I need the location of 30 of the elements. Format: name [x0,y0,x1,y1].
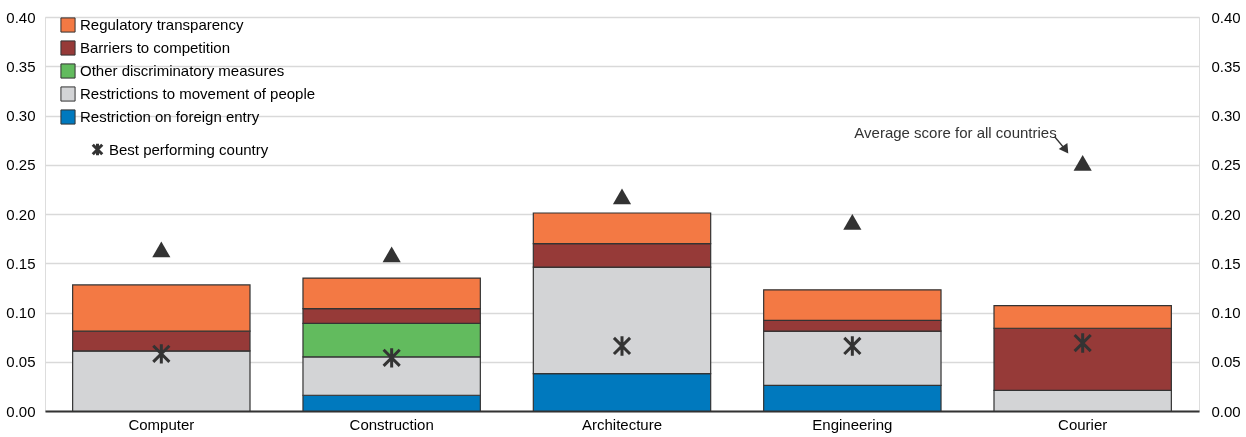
y2-tick-label: 0.30 [1211,107,1241,124]
y-tick-label: 0.00 [6,402,36,420]
legend-label: Other discriminatory measures [80,62,285,79]
y2-tick-label: 0.00 [1211,402,1241,420]
x-tick-label: Engineering [812,415,893,433]
x-tick-label: Courier [1058,415,1108,433]
y2-tick-label: 0.10 [1211,304,1241,321]
y-tick-label: 0.25 [6,156,36,174]
y2-tick-label: 0.20 [1211,205,1241,223]
y2-tick-label: 0.05 [1211,353,1241,371]
y-tick-label: 0.15 [6,254,36,272]
y-tick-label: 0.40 [6,8,36,26]
legend-label: Restriction on foreign entry [80,108,260,125]
y-tick-label: 0.30 [6,107,36,124]
legend-label: Best performing country [109,140,269,158]
y2-tick-label: 0.25 [1211,156,1241,174]
legend-label: Barriers to competition [80,39,231,56]
x-tick-label: Computer [128,415,195,433]
x-tick-label: Architecture [581,415,663,433]
legend-label: Regulatory transparency [80,16,244,33]
y-tick-label: 0.05 [6,353,36,371]
y2-tick-label: 0.40 [1211,8,1241,26]
legend-label: Restrictions to movement of people [80,85,316,102]
y-tick-label: 0.10 [6,304,36,321]
x-tick-label: Construction [349,415,434,433]
y-tick-label: 0.35 [6,57,36,75]
y2-tick-label: 0.15 [1211,254,1241,272]
y2-tick-label: 0.35 [1211,57,1241,75]
y-tick-label: 0.20 [6,205,36,223]
series-label: Average score for all countries [854,123,1057,141]
